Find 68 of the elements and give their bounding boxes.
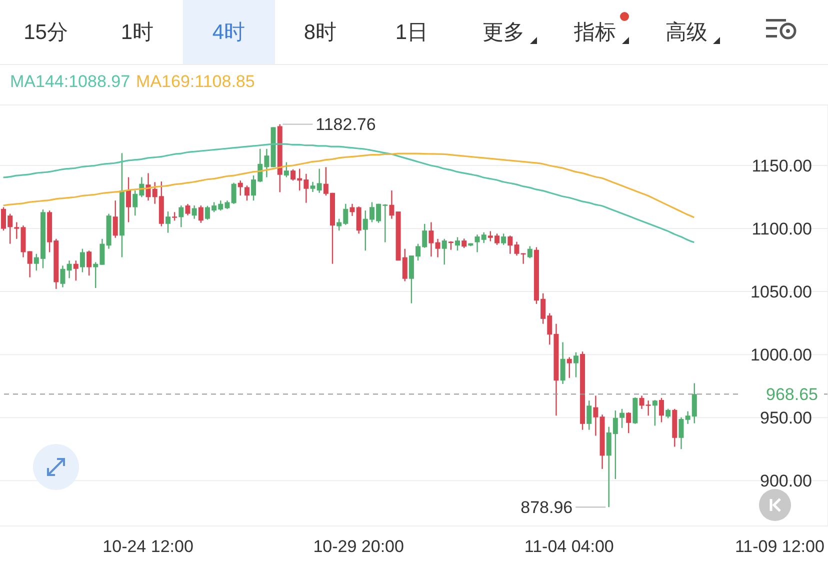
- candlestick: [573, 352, 578, 378]
- candlestick: [481, 232, 486, 244]
- x-tick-label: 11-04 04:00: [524, 537, 614, 556]
- text: 指标: [574, 20, 616, 46]
- y-tick-label: 1150.00: [752, 156, 812, 176]
- text: 1时: [120, 20, 154, 46]
- candlestick: [626, 412, 632, 434]
- x-tick-label: 10-29 20:00: [313, 537, 404, 556]
- candlestick: [586, 400, 592, 430]
- candlestick: [566, 356, 572, 378]
- candlestick: [389, 190, 394, 220]
- candlestick: [350, 203, 355, 217]
- candlestick: [185, 203, 190, 216]
- y-tick-label: 1100.00: [752, 220, 812, 239]
- candlestick: [428, 222, 434, 258]
- candlestick: [442, 238, 447, 266]
- candlestick: [435, 238, 440, 258]
- candlestick: [520, 252, 526, 264]
- candlestick: [284, 162, 289, 178]
- text: MA169:1108.85: [136, 72, 255, 92]
- candlestick: [646, 400, 651, 416]
- annotation: 1182.76: [316, 115, 376, 134]
- y-tick-label: 950.00: [760, 408, 812, 428]
- ref-line-label: 968.65: [766, 385, 818, 404]
- candlestick: [462, 238, 467, 249]
- candlestick: [678, 416, 684, 450]
- candlestick: [73, 260, 78, 282]
- candlestick: [639, 395, 644, 410]
- candlestick: [27, 250, 32, 278]
- candlestick: [60, 264, 66, 288]
- text: 15分: [24, 20, 68, 46]
- candlestick: [198, 204, 204, 224]
- text: 8时: [304, 20, 337, 46]
- line-series: [2, 143, 695, 244]
- candlestick: [501, 232, 506, 246]
- text: 4时: [212, 20, 246, 46]
- candlestick: [86, 250, 92, 276]
- annotation: 878.96: [520, 498, 573, 518]
- candlestick: [238, 180, 243, 196]
- candlestick: [178, 204, 184, 228]
- candlestick: [165, 210, 170, 234]
- candlestick: [593, 395, 598, 436]
- y-tick-label: 900.00: [760, 472, 812, 491]
- candlestick: [356, 206, 362, 234]
- candlestick: [666, 408, 671, 419]
- y-tick-label: 1050.00: [750, 282, 812, 302]
- candlestick: [112, 200, 118, 238]
- candlestick: [192, 204, 197, 220]
- text: 更多: [482, 20, 524, 46]
- candlestick: [244, 184, 250, 202]
- candlestick: [474, 234, 480, 253]
- line-series: [2, 152, 695, 218]
- candlestick: [80, 248, 85, 273]
- candlestick: [527, 246, 532, 259]
- text: 1日: [395, 20, 428, 46]
- candlestick: [560, 342, 566, 385]
- x-tick-label: 10-24 12:00: [102, 537, 194, 556]
- candlestick: [620, 408, 625, 429]
- candlestick: [652, 399, 658, 426]
- y-tick-label: 1000.00: [750, 346, 812, 365]
- text: MA144:1088.97: [10, 72, 130, 92]
- candlestick: [455, 236, 460, 252]
- candlestick: [658, 397, 664, 423]
- candlestick: [66, 260, 72, 279]
- x-tick-label: 11-09 12:00: [734, 537, 824, 556]
- candlestick: [126, 176, 132, 223]
- text: 高级: [665, 20, 708, 46]
- candlestick: [231, 182, 236, 205]
